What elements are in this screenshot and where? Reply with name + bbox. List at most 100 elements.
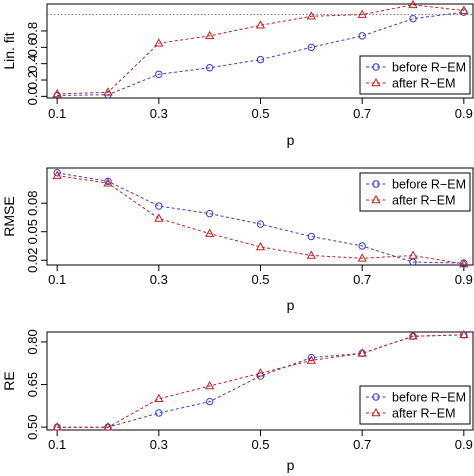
x-tick-label: 0.1 — [48, 106, 66, 121]
series-line-before — [57, 11, 464, 96]
data-point-after — [154, 38, 164, 47]
legend-marker-before — [372, 393, 380, 401]
data-point-before — [205, 397, 214, 406]
data-point-after — [357, 9, 367, 18]
data-point-before — [409, 258, 417, 266]
data-point-after — [306, 11, 316, 20]
series-line-before — [57, 172, 464, 264]
panel-re: 0.1 0.3 0.5 0.7 0.9 0.50 0.65 0.80 p RE before R−E… — [1, 329, 474, 473]
data-point-after — [205, 228, 215, 237]
y-tick-label: 0.02 — [25, 248, 40, 273]
x-tick-label: 0.5 — [251, 106, 269, 121]
data-point-after — [52, 88, 62, 98]
y-axis-title: RE — [1, 371, 17, 390]
y-tick-label: 0.80 — [25, 329, 40, 354]
data-point-before — [409, 15, 417, 23]
y-axis-title: Lin. fit — [1, 32, 17, 69]
data-point-after — [103, 178, 113, 187]
x-tick-label: 0.3 — [150, 106, 168, 121]
legend-marker-after — [371, 407, 381, 417]
y-tick-label: 0.65 — [25, 372, 40, 397]
x-tick-label: 0.7 — [353, 106, 371, 121]
legend-label-before: before R−EM — [392, 178, 466, 192]
data-point-after — [408, 250, 418, 259]
y-tick-label: 0.0 — [25, 87, 40, 105]
data-point-after — [205, 30, 215, 40]
legend-label-after: after R−EM — [392, 194, 456, 208]
legend-box — [359, 172, 471, 212]
panel-lin-fit: 0.1 0.3 0.5 0.7 0.9 0.00.20.40.60.8 p Lin. fit b… — [1, 0, 474, 148]
data-point-before — [205, 64, 214, 72]
y-axis-title: RMSE — [1, 196, 17, 236]
x-tick-label: 0.7 — [353, 272, 371, 287]
series-line-after — [57, 334, 464, 428]
x-tick-label: 0.5 — [251, 272, 269, 287]
legend-label-before: before R−EM — [392, 61, 466, 75]
data-point-after — [408, 331, 418, 340]
legend-marker-after — [371, 77, 381, 87]
x-axis-title: p — [287, 297, 295, 313]
x-tick-label: 0.9 — [455, 437, 473, 452]
y-tick-label: 0.8 — [25, 22, 40, 40]
data-point-after — [357, 348, 367, 357]
data-point-after — [255, 368, 266, 377]
data-point-before — [307, 43, 316, 52]
y-tick-label: 0.50 — [25, 415, 40, 440]
legend-label-after: after R−EM — [392, 407, 456, 421]
data-point-before — [104, 177, 112, 186]
data-point-after — [154, 213, 164, 222]
x-tick-label: 0.1 — [48, 437, 66, 452]
data-point-before — [256, 220, 265, 228]
legend-box — [359, 385, 471, 425]
series-line-after — [57, 4, 464, 95]
data-point-before — [155, 202, 163, 210]
x-tick-label: 0.3 — [150, 437, 168, 452]
data-point-after — [103, 422, 113, 431]
legend: before R−EM after R−EM — [359, 385, 471, 425]
x-tick-label: 0.9 — [455, 106, 473, 121]
data-point-before — [155, 70, 163, 78]
data-point-before — [307, 232, 316, 241]
y-tick-label: 0.05 — [25, 219, 40, 244]
data-point-after — [408, 0, 418, 9]
x-tick-label: 0.9 — [455, 272, 473, 287]
data-point-before — [358, 32, 366, 40]
data-point-after — [255, 241, 266, 251]
y-tick-label: 0.6 — [25, 38, 40, 56]
data-point-after — [52, 422, 62, 431]
legend-box — [359, 55, 471, 95]
data-point-after — [255, 20, 266, 29]
data-point-before — [256, 55, 265, 64]
data-point-before — [205, 209, 214, 218]
legend-marker-before — [372, 180, 380, 188]
legend-marker-after — [371, 194, 381, 204]
data-point-before — [155, 409, 163, 417]
legend-label-after: after R−EM — [392, 77, 456, 91]
y-tick-label: 0.08 — [25, 191, 40, 216]
legend-marker-before — [372, 63, 380, 71]
data-point-after — [205, 380, 215, 390]
x-tick-label: 0.1 — [48, 272, 66, 287]
data-point-after — [52, 170, 62, 179]
data-point-after — [459, 329, 469, 339]
data-point-after — [103, 87, 113, 96]
data-point-after — [459, 259, 469, 268]
legend: before R−EM after R−EM — [359, 55, 471, 95]
x-tick-label: 0.5 — [251, 437, 269, 452]
y-tick-label: 0.2 — [25, 71, 40, 89]
data-point-before — [358, 242, 366, 250]
x-axis-title: p — [287, 132, 295, 148]
data-point-after — [459, 5, 469, 14]
x-tick-label: 0.3 — [150, 272, 168, 287]
data-point-after — [357, 253, 367, 262]
data-point-after — [154, 393, 164, 403]
data-point-after — [306, 250, 316, 259]
series-line-after — [57, 175, 464, 265]
data-point-after — [306, 355, 316, 364]
x-axis-title: p — [287, 457, 295, 473]
legend-label-before: before R−EM — [392, 391, 466, 405]
y-tick-label: 0.4 — [25, 55, 40, 73]
legend: before R−EM after R−EM — [359, 172, 471, 212]
x-tick-label: 0.7 — [353, 437, 371, 452]
